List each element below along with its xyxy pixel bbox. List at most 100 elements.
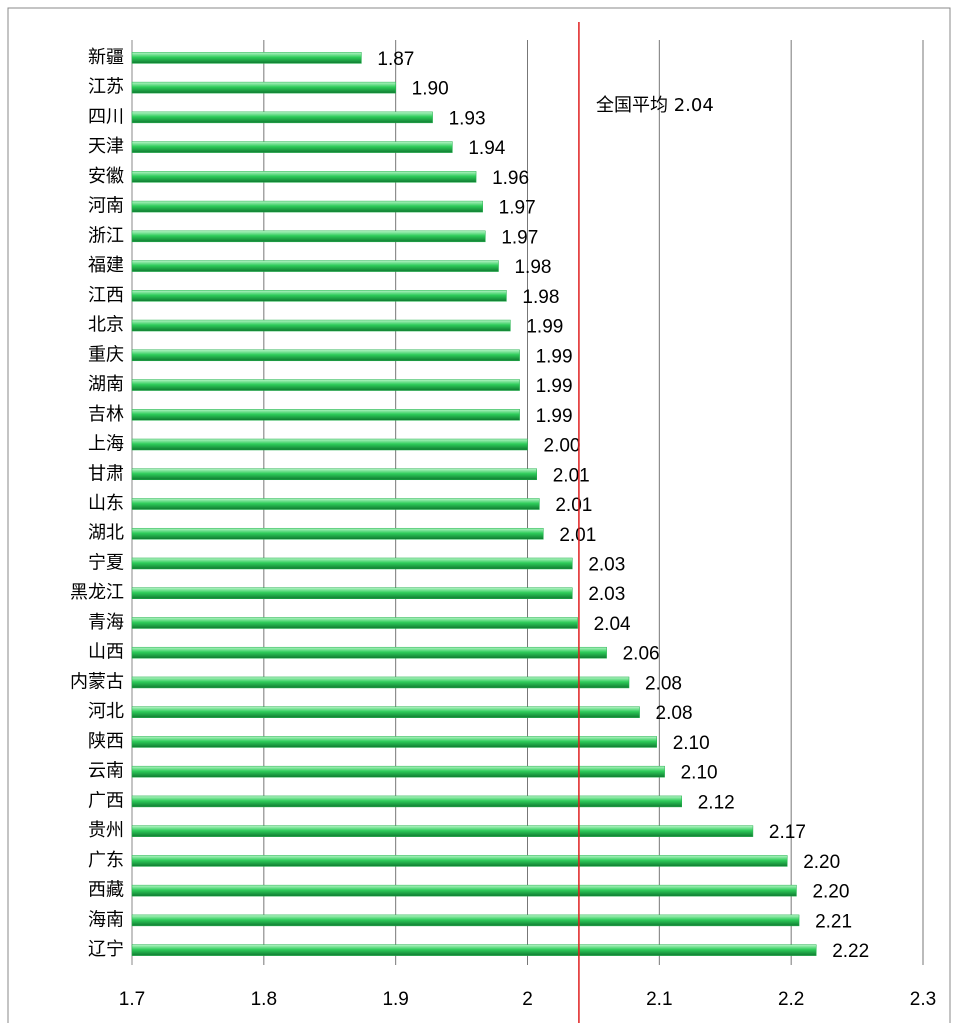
value-label: 2.03: [588, 554, 625, 575]
bar: [131, 587, 573, 599]
value-label: 1.90: [412, 79, 449, 100]
bar: [131, 706, 640, 718]
value-label: 1.96: [492, 168, 529, 189]
bar: [131, 765, 665, 778]
bar: [131, 260, 499, 272]
value-label: 2.22: [832, 941, 869, 962]
y-tick-label: 湖北: [88, 523, 124, 544]
bar: [131, 438, 528, 451]
bar: [131, 290, 507, 302]
y-tick-label: 山西: [88, 642, 124, 663]
bar: [131, 676, 630, 689]
value-label: 1.87: [377, 49, 414, 70]
value-label: 2.06: [623, 644, 660, 665]
bar: [131, 795, 682, 808]
reference-label: 全国平均 2.04: [596, 95, 714, 116]
value-label: 2.20: [812, 882, 849, 903]
y-tick-label: 河北: [88, 701, 124, 722]
y-tick-label: 天津: [88, 136, 124, 157]
bar: [131, 855, 788, 867]
value-label: 1.98: [514, 257, 551, 278]
y-tick-label: 湖南: [88, 374, 124, 395]
bar: [131, 884, 797, 897]
y-tick-label: 新疆: [88, 47, 124, 68]
bar: [131, 944, 817, 956]
value-label: 2.01: [553, 465, 590, 486]
value-label: 2.21: [815, 911, 852, 932]
y-tick-label: 江西: [88, 285, 124, 306]
y-tick-label: 内蒙古: [70, 671, 124, 692]
y-tick-label: 贵州: [88, 820, 124, 841]
y-tick-label: 广东: [88, 850, 124, 871]
x-tick-label: 2.2: [778, 989, 804, 1010]
bar: [131, 379, 520, 391]
bar: [131, 527, 544, 540]
bar: [131, 468, 537, 481]
value-label: 2.10: [681, 763, 718, 784]
x-tick-label: 2.3: [910, 989, 936, 1010]
y-tick-label: 福建: [88, 255, 124, 276]
x-tick-label: 1.7: [119, 989, 145, 1010]
y-tick-label: 上海: [88, 434, 124, 455]
bar: [131, 319, 511, 332]
bar: [131, 111, 433, 124]
bar: [131, 141, 453, 153]
value-label: 2.01: [559, 525, 596, 546]
bar: [131, 409, 520, 421]
value-label: 1.99: [536, 346, 573, 367]
bar: [131, 200, 483, 213]
bar: [131, 171, 477, 183]
y-tick-label: 重庆: [88, 344, 124, 365]
bar: [131, 825, 754, 837]
value-label: 1.93: [449, 108, 486, 129]
x-tick-label: 1.9: [382, 989, 408, 1010]
y-tick-label: 海南: [88, 909, 124, 930]
y-tick-label: 云南: [88, 761, 124, 782]
x-tick-label: 2.1: [646, 989, 672, 1010]
bar: [131, 557, 573, 570]
y-tick-label: 北京: [88, 315, 124, 336]
value-label: 2.17: [769, 822, 806, 843]
bar: [131, 52, 362, 64]
y-tick-label: 广西: [88, 790, 124, 811]
y-tick-label: 安徽: [88, 166, 124, 187]
y-tick-label: 甘肃: [88, 463, 124, 484]
y-tick-label: 辽宁: [88, 939, 124, 960]
bar: [131, 498, 540, 510]
bar: [131, 230, 486, 243]
y-tick-label: 吉林: [88, 404, 124, 425]
value-label: 1.94: [468, 138, 505, 159]
value-label: 2.20: [803, 852, 840, 873]
value-label: 2.10: [673, 733, 710, 754]
y-tick-label: 青海: [88, 612, 124, 633]
y-tick-label: 黑龙江: [70, 582, 124, 603]
y-tick-label: 宁夏: [88, 552, 124, 573]
value-label: 2.04: [594, 614, 631, 635]
frame: [7, 7, 951, 1023]
y-tick-label: 浙江: [88, 225, 124, 246]
y-tick-label: 江苏: [88, 77, 124, 98]
x-tick-label: 1.8: [251, 989, 277, 1010]
y-tick-label: 四川: [88, 106, 124, 127]
value-label: 1.99: [536, 376, 573, 397]
value-label: 2.08: [656, 703, 693, 724]
value-label: 1.97: [501, 227, 538, 248]
y-tick-label: 陕西: [88, 731, 124, 752]
bar: [131, 349, 520, 362]
bar: [131, 914, 800, 927]
value-label: 1.98: [522, 287, 559, 308]
bar: [131, 617, 578, 629]
y-tick-label: 西藏: [88, 880, 124, 901]
value-label: 2.08: [645, 673, 682, 694]
bar: [131, 646, 607, 659]
value-label: 2.03: [588, 584, 625, 605]
value-label: 2.01: [555, 495, 592, 516]
value-label: 1.99: [536, 406, 573, 427]
value-label: 2.00: [544, 436, 581, 457]
x-tick-label: 2: [522, 989, 533, 1010]
value-label: 1.99: [526, 317, 563, 338]
value-label: 2.12: [698, 792, 735, 813]
value-label: 1.97: [499, 198, 536, 219]
y-tick-label: 河南: [88, 196, 124, 217]
